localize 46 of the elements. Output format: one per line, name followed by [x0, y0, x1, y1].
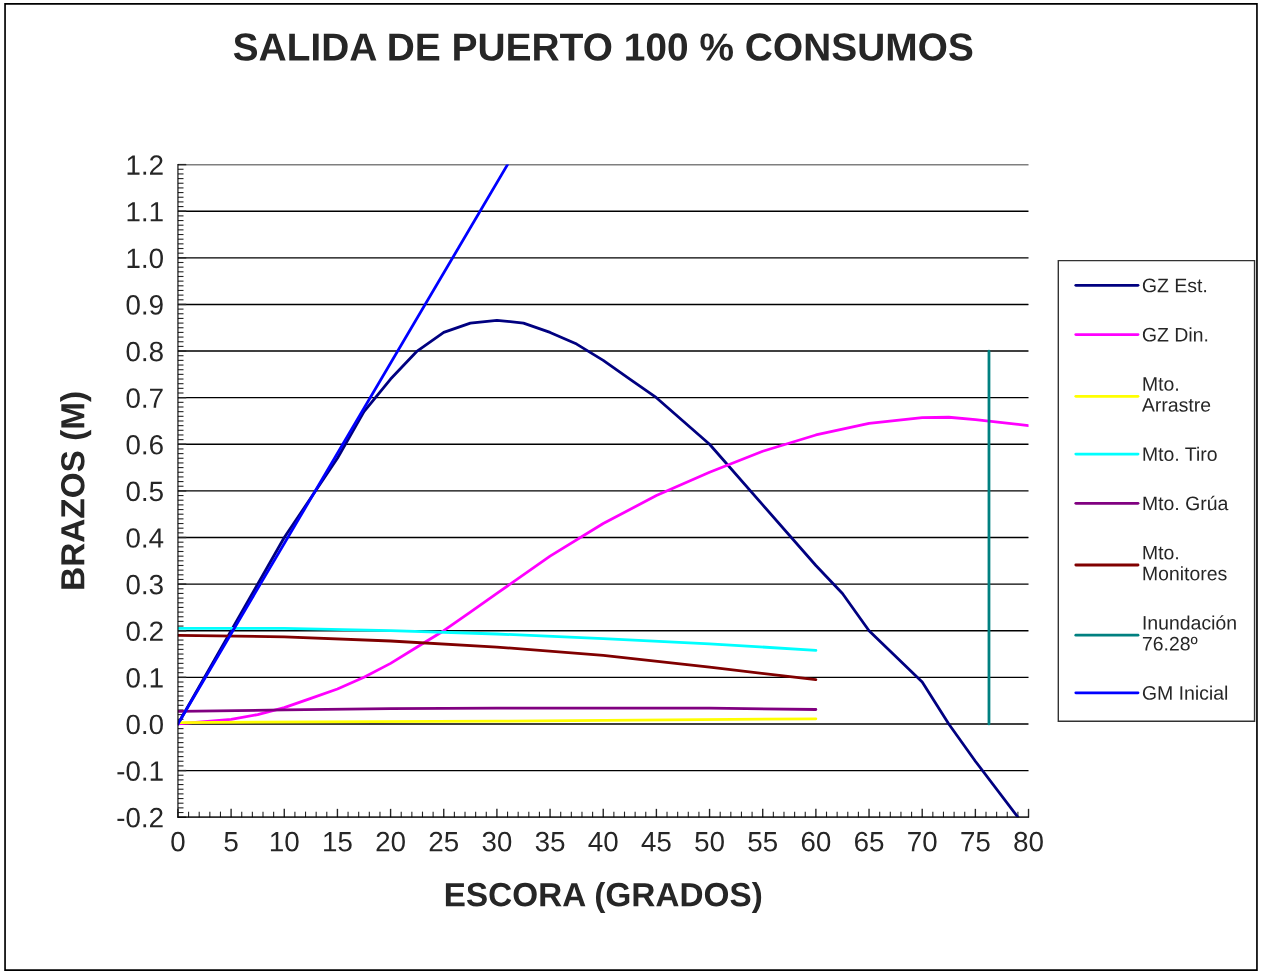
- x-tick-label: 50: [695, 831, 724, 852]
- x-tick-label: 30: [482, 831, 512, 852]
- x-tick-label: 10: [270, 831, 299, 852]
- legend-label: Mto. Arrastre: [1141, 377, 1211, 412]
- y-tick-label: 0.1: [126, 668, 163, 688]
- y-tick-label: 1.2: [127, 155, 163, 175]
- line-series: [177, 627, 818, 652]
- x-tick-label: 75: [961, 832, 990, 852]
- x-tick-label: 5: [224, 832, 238, 852]
- legend-label: Mto. Monitores: [1143, 545, 1227, 581]
- y-tick-label: 0.7: [126, 388, 163, 409]
- y-tick-label: 0.5: [126, 481, 163, 502]
- x-tick-label: 40: [588, 831, 618, 852]
- x-tick-label: 25: [429, 831, 459, 852]
- x-tick-label: 70: [908, 831, 937, 852]
- x-tick-label: 0: [171, 831, 185, 852]
- legend-label: GZ Est.: [1142, 278, 1207, 293]
- x-tick-label: 35: [535, 831, 565, 852]
- y-tick-label: 0.9: [126, 295, 163, 315]
- y-tick-label: 1.1: [127, 202, 163, 222]
- x-tick-label: 20: [376, 831, 405, 852]
- y-tick-label: 0.3: [126, 574, 163, 595]
- y-axis-title: BRAZOS (M): [60, 392, 92, 589]
- y-tick-label: -0.1: [117, 761, 163, 781]
- y-tick-label: 0.8: [126, 341, 163, 362]
- legend-label: Mto. Tiro: [1143, 446, 1217, 462]
- x-tick-label: 55: [748, 832, 778, 852]
- x-tick-label: 60: [801, 831, 831, 852]
- x-tick-label: 45: [641, 832, 671, 852]
- legend-label: Mto. Grúa: [1143, 495, 1229, 511]
- x-tick-label: 80: [1014, 831, 1043, 852]
- y-tick-label: 0.2: [126, 621, 163, 642]
- chart-title: SALIDA DE PUERTO 100 % CONSUMOS: [233, 33, 973, 61]
- legend-label: Inundación 76.28º: [1142, 615, 1236, 651]
- y-tick-label: -0.2: [117, 807, 163, 828]
- y-tick-label: 0.6: [126, 434, 163, 455]
- y-tick-label: 0.0: [126, 714, 163, 735]
- y-tick-label: 0.4: [126, 528, 164, 548]
- legend-label: GZ Din.: [1142, 327, 1208, 342]
- line-series: [177, 415, 1029, 726]
- line-series: [177, 634, 818, 682]
- legend-label: GM Inicial: [1142, 685, 1228, 700]
- x-tick-label: 65: [855, 831, 884, 852]
- x-tick-label: 15: [324, 832, 352, 852]
- x-axis-title: ESCORA (GRADOS): [445, 881, 762, 914]
- y-tick-label: 1.0: [127, 248, 163, 269]
